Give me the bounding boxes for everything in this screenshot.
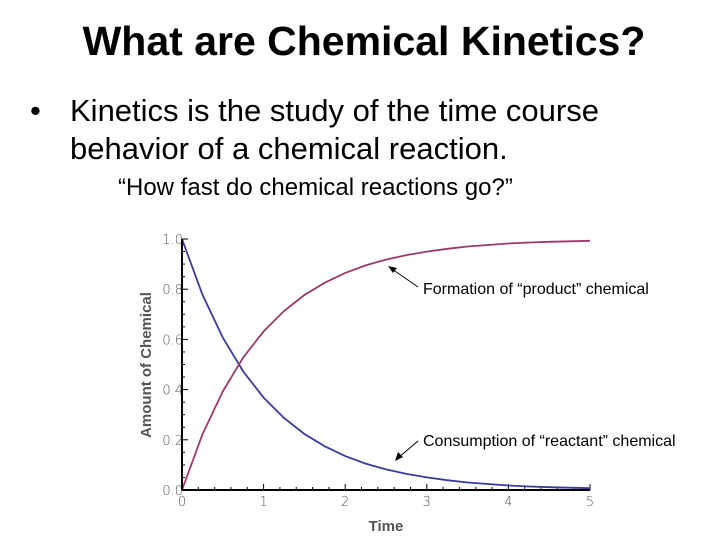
annotation-product: Formation of “product” chemical (388, 266, 649, 298)
x-axis-title: Time (369, 518, 404, 535)
arrowhead-reactant (395, 452, 403, 461)
y-tick-label: 1.0 (162, 233, 183, 248)
series-line-product (181, 239, 591, 491)
annotation-reactant-label: Consumption of “reactant” chemical (423, 433, 676, 450)
x-tick-label: 4 (504, 495, 512, 510)
arrow-reactant (397, 440, 419, 459)
x-tick-label: 3 (423, 495, 431, 510)
x-tick-label: 2 (341, 495, 349, 510)
bullet-text: Kinetics is the study of the time course… (70, 93, 599, 166)
y-tick-label: 0.8 (162, 283, 183, 298)
series-line-reactant (181, 238, 591, 490)
bullet-marker: • (30, 93, 41, 128)
slide-title: What are Chemical Kinetics? (82, 18, 646, 64)
x-tick-label: 0 (178, 495, 186, 510)
quote-text: “How fast do chemical reactions go?” (118, 174, 513, 201)
y-tick-label: 0.4 (162, 384, 183, 399)
annotation-reactant: Consumption of “reactant” chemical (395, 433, 676, 461)
y-tick-label: 0.2 (162, 434, 183, 449)
y-tick-label: 0.6 (162, 333, 183, 348)
arrow-product (391, 268, 419, 288)
annotation-product-label: Formation of “product” chemical (423, 281, 649, 298)
x-tick-label: 1 (259, 495, 267, 510)
y-tick-label: 0.0 (162, 484, 183, 499)
x-tick-label: 5 (586, 495, 594, 510)
y-axis-title: Amount of Chemical (138, 292, 155, 438)
arrowhead-product (388, 266, 397, 273)
